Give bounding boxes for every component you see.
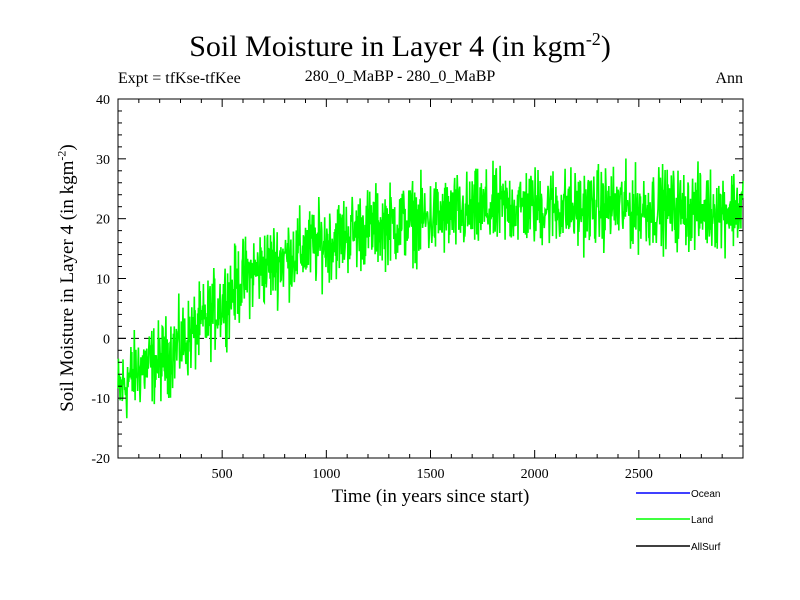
x-tick-label: 500 <box>212 467 233 482</box>
x-tick-label: 1000 <box>312 467 340 482</box>
y-tick-label: -10 <box>91 392 110 407</box>
legend-label-land: Land <box>691 515 713 526</box>
x-tick-label: 2500 <box>625 467 653 482</box>
y-tick-label: -20 <box>91 452 110 467</box>
legend-label-allsurf: AllSurf <box>691 542 721 553</box>
series-line-land <box>118 159 743 419</box>
chart-svg: 500 1000 1500 2000 2500 -20 -10 0 10 20 30 40 Ocean… <box>0 0 800 600</box>
y-tick-label: 20 <box>96 213 110 228</box>
y-tick-label: 40 <box>96 93 110 108</box>
y-tick-label: 10 <box>96 273 110 288</box>
x-tick-label: 2000 <box>521 467 549 482</box>
plot-frame <box>118 99 743 458</box>
x-tick-label: 1500 <box>417 467 445 482</box>
legend-label-ocean: Ocean <box>691 489 720 500</box>
y-tick-label: 0 <box>103 332 110 347</box>
y-tick-label: 30 <box>96 153 110 168</box>
